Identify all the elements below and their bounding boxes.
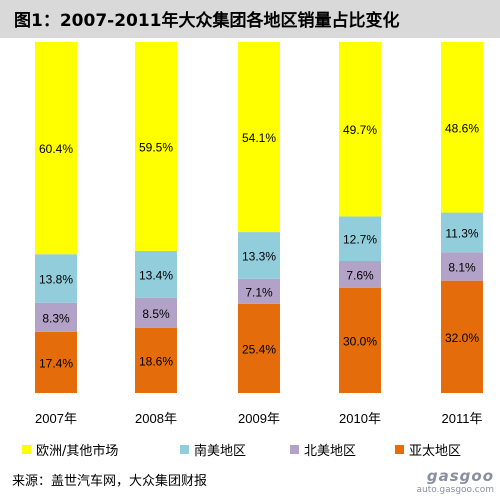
- stacked-bar-chart: 17.4% 8.3% 13.8% 60.4% 2007年 18.6% 8.5% 13.4% 59…: [35, 42, 483, 426]
- bar-segment-3-3: [238, 232, 280, 279]
- data-label-4-4: 49.7%: [343, 123, 377, 137]
- data-label-4-2: 59.5%: [139, 140, 173, 154]
- data-label-3-2: 13.4%: [139, 268, 173, 282]
- bar-segment-3-1: [35, 254, 77, 303]
- bar-segment-2-4: [339, 261, 381, 288]
- chart-title: 图1：2007-2011年大众集团各地区销量占比变化: [14, 11, 400, 31]
- bar-segment-3-2: [135, 250, 177, 298]
- bar-segment-3-5: [441, 212, 483, 253]
- legend-label-asia-pacific: 亚太地区: [409, 444, 462, 459]
- source-note: 来源：盖世汽车网，大众集团财报: [12, 474, 208, 489]
- bar-segment-4-5: [441, 42, 483, 213]
- data-label-1-2: 18.6%: [139, 354, 173, 368]
- bar-segment-1-5: [441, 280, 483, 393]
- x-tick-label-3: 2009年: [238, 411, 280, 426]
- legend-item-asia-pacific: 亚太地区: [395, 440, 461, 459]
- legend-item-north-america: 北美地区: [290, 440, 356, 459]
- bar-segment-2-1: [35, 302, 77, 332]
- x-tick-label-4: 2010年: [339, 411, 381, 426]
- legend-item-europe: 欧洲/其他市场: [22, 440, 118, 459]
- bar-segment-2-3: [238, 278, 280, 304]
- data-label-3-3: 13.3%: [242, 249, 276, 263]
- data-label-4-5: 48.6%: [445, 121, 479, 135]
- bar-segment-2-5: [441, 252, 483, 281]
- title-bar: 图1：2007-2011年大众集团各地区销量占比变化: [0, 0, 500, 38]
- watermark-url: auto.gasgoo.com: [416, 485, 494, 495]
- bar-segment-1-3: [238, 303, 280, 393]
- x-tick-label-5: 2011年: [442, 411, 483, 426]
- data-label-1-1: 17.4%: [39, 356, 73, 370]
- data-label-3-5: 11.3%: [445, 226, 478, 240]
- legend-label-south-america: 南美地区: [194, 444, 247, 459]
- data-label-2-4: 7.6%: [346, 268, 374, 282]
- data-label-3-1: 13.8%: [39, 272, 73, 286]
- legend-label-europe: 欧洲/其他市场: [36, 444, 119, 459]
- data-label-4-1: 60.4%: [39, 142, 73, 156]
- legend-swatch-north-america: [290, 445, 299, 454]
- bar-segment-4-1: [35, 42, 77, 255]
- bar-segment-1-4: [339, 287, 381, 393]
- data-label-2-1: 8.3%: [42, 311, 70, 325]
- bar-segment-3-4: [339, 216, 381, 262]
- data-label-1-4: 30.0%: [343, 334, 377, 348]
- legend-swatch-south-america: [180, 445, 189, 454]
- bar-segment-4-2: [135, 42, 177, 251]
- legend-swatch-europe: [22, 445, 31, 454]
- data-label-3-4: 12.7%: [343, 233, 377, 247]
- watermark: gasgoo auto.gasgoo.com: [416, 467, 494, 495]
- x-tick-label-2: 2008年: [135, 411, 177, 426]
- data-label-2-2: 8.5%: [142, 307, 170, 321]
- x-tick-label-1: 2007年: [35, 411, 77, 426]
- data-label-2-3: 7.1%: [245, 285, 273, 299]
- chart-legend: 欧洲/其他市场 南美地区 北美地区 亚太地区: [10, 440, 490, 460]
- legend-item-south-america: 南美地区: [180, 440, 246, 459]
- bar-segment-4-3: [238, 42, 280, 233]
- data-label-1-5: 32.0%: [445, 331, 479, 345]
- bar-segment-1-1: [35, 331, 77, 393]
- bar-segment-1-2: [135, 327, 177, 393]
- bar-segment-4-4: [339, 42, 381, 217]
- watermark-logo: gasgoo: [426, 467, 494, 485]
- legend-label-north-america: 北美地区: [304, 444, 357, 459]
- legend-swatch-asia-pacific: [395, 445, 404, 454]
- data-label-1-3: 25.4%: [242, 342, 276, 356]
- bar-segment-2-2: [135, 297, 177, 328]
- data-label-2-5: 8.1%: [448, 260, 476, 274]
- data-label-4-3: 54.1%: [242, 131, 276, 145]
